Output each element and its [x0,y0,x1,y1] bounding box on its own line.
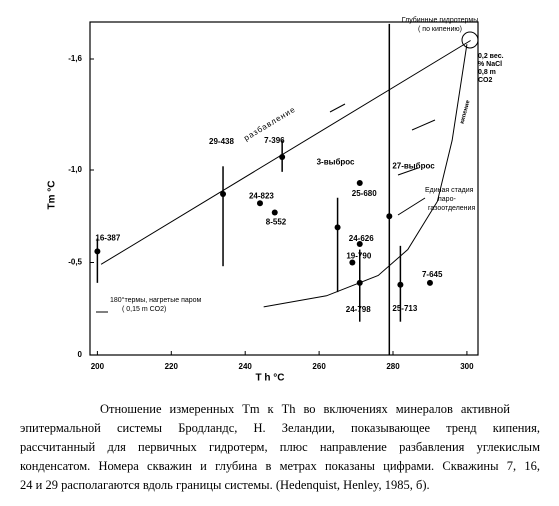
point-label: 24-626 [349,234,374,243]
point [220,191,227,198]
chart: Tm °C T h °C Глубинные гидротермы ( по к… [47,16,504,384]
annotation: % NaCl [478,61,502,68]
arrow [329,103,346,113]
annotation: паро- [438,196,456,203]
arrows [96,103,436,313]
point [356,241,363,247]
annotation: газоотделения [428,205,475,212]
point-label: 24-823 [249,191,274,200]
annotation: 0,8 m [478,69,496,76]
caption-line: рассчитанный для первичных гидротерм, пл… [20,440,540,454]
point-label: 3-выброс [317,157,355,166]
annotation: ( по кипению) [418,26,462,33]
point [397,281,404,288]
arrow [397,167,419,176]
y-axis-label: Tm °C [47,181,58,210]
point-label: 8-552 [266,218,287,227]
annotation: 180°термы, нагретые паром [110,296,202,304]
x-tick-label: 260 [312,362,326,371]
point [349,259,356,266]
arrow [411,119,436,131]
point [356,279,363,286]
dilution-line [100,40,471,265]
x-tick-label: 300 [460,362,474,371]
x-tick-label: 240 [239,362,253,371]
y-tick-label: -1,0 [68,165,82,174]
point-label: 16-387 [95,234,120,243]
point [256,200,263,207]
x-axis-label: T h °C [256,373,285,384]
arrow [397,197,426,216]
annotation: CO2 [478,77,493,84]
caption-line: конденсатом. Номера скважин и глубина в … [20,459,540,473]
x-tick-label: 220 [165,362,179,371]
annotation: 0,2 вес. [478,53,504,60]
point-label: 7-645 [422,270,443,279]
caption-line: эпитермальной системы Бродландс, Н. Зела… [20,421,540,435]
point-label: 25-680 [352,189,377,198]
deep-circle [461,31,479,49]
annotation: Глубинные гидротермы [402,16,479,24]
point [279,154,286,161]
y-tick-label: 0 [78,350,83,359]
annotation: Единая стадия [425,187,474,194]
caption-line: Отношение измеренных Tm к Th во включени… [100,402,510,416]
point [356,179,363,186]
plot-frame [89,21,479,356]
y-tick-label: -1,6 [68,54,82,63]
point [334,224,341,231]
annotation: ( 0,15 m CO2) [122,306,166,313]
point-label: 27-выброс [392,161,435,170]
caption-line: 24 и 29 располагаются вдоль границы сист… [20,478,430,492]
y-tick-label: -0,5 [68,258,82,267]
annotation: кипение [460,99,472,125]
boiling-curve [263,44,468,308]
point [271,209,278,216]
point-label: 25-713 [392,304,417,313]
point-label: 29-438 [209,137,234,146]
point-label: 24-798 [346,305,371,314]
point [426,279,433,286]
x-tick-label: 280 [386,362,400,371]
point-label: 7-396 [264,136,285,145]
point [386,213,393,220]
x-tick-label: 200 [91,362,105,371]
point [94,248,101,255]
